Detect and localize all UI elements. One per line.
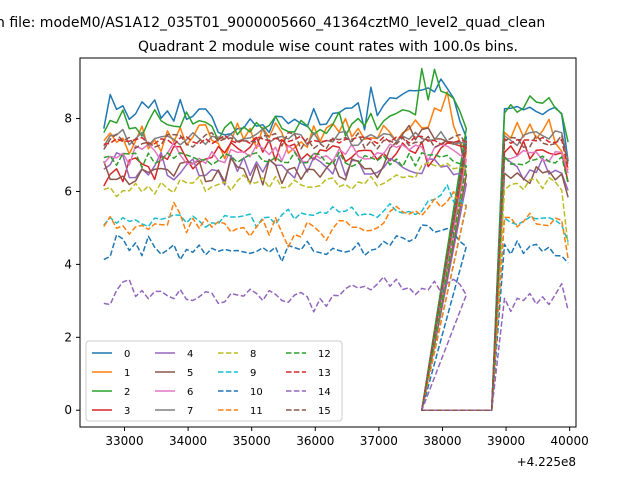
series-line-12 xyxy=(103,151,569,411)
x-tick-label: 38000 xyxy=(423,434,461,448)
series-line-15 xyxy=(103,131,569,411)
legend-box xyxy=(85,340,343,422)
legend-label-2: 2 xyxy=(124,387,130,398)
legend-label-15: 15 xyxy=(318,406,331,417)
legend-label-10: 10 xyxy=(250,387,263,398)
y-tick-label: 2 xyxy=(64,330,72,344)
y-tick-label: 4 xyxy=(64,257,72,271)
legend-label-6: 6 xyxy=(187,387,193,398)
x-tick-label: 35000 xyxy=(233,434,271,448)
plot-frame xyxy=(79,57,577,428)
x-tick-label: 36000 xyxy=(296,434,334,448)
y-axis-ticks: 0 2 4 6 8 xyxy=(64,112,80,417)
x-tick-label: 39000 xyxy=(487,434,525,448)
x-tick-label: 37000 xyxy=(360,434,398,448)
legend-label-13: 13 xyxy=(318,368,331,379)
x-tick-label: 40000 xyxy=(551,434,589,448)
x-offset-label: +4.225e8 xyxy=(517,455,576,469)
series-lines xyxy=(103,67,569,411)
legend-label-1: 1 xyxy=(124,368,130,379)
legend-label-12: 12 xyxy=(318,349,331,360)
x-tick-label: 34000 xyxy=(169,434,207,448)
y-tick-label: 0 xyxy=(64,403,72,417)
legend-label-8: 8 xyxy=(250,349,256,360)
legend-label-11: 11 xyxy=(250,406,263,417)
legend-label-7: 7 xyxy=(187,406,193,417)
figure-suptitle: n file: modeM0/AS1A12_035T01_9000005660_… xyxy=(0,15,545,31)
legend-label-14: 14 xyxy=(318,387,331,398)
legend-label-5: 5 xyxy=(187,368,193,379)
legend-label-9: 9 xyxy=(250,368,256,379)
x-tick-label: 33000 xyxy=(105,434,143,448)
x-axis-ticks: 33000 34000 35000 36000 37000 38000 39000 40000 xyxy=(105,427,589,448)
chart-title: Quadrant 2 module wise count rates with … xyxy=(138,39,518,55)
series-line-8 xyxy=(103,161,569,411)
legend-label-3: 3 xyxy=(124,406,130,417)
legend-label-4: 4 xyxy=(187,349,193,360)
y-tick-label: 6 xyxy=(64,184,72,198)
legend-label-0: 0 xyxy=(124,349,130,360)
y-tick-label: 8 xyxy=(64,112,72,126)
